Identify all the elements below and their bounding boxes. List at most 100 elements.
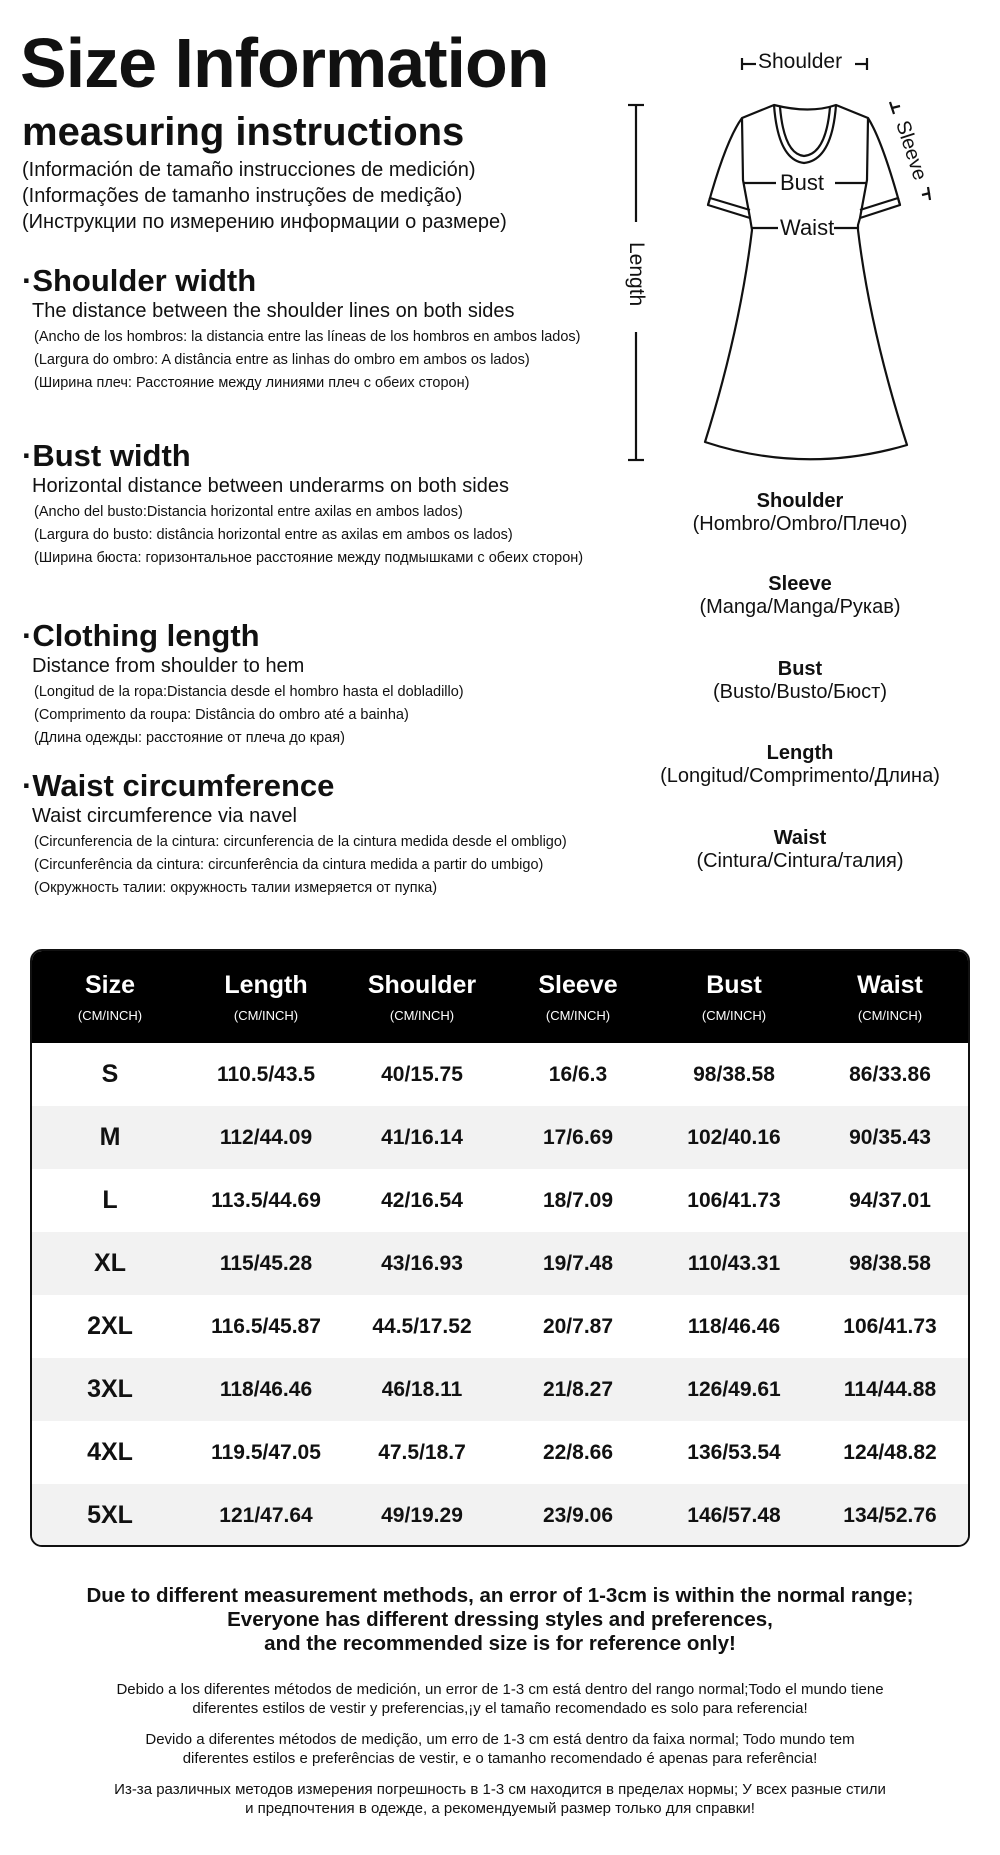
legend-translation: (Manga/Manga/Рукав) (699, 596, 901, 618)
section-heading: ·Bust width (22, 438, 191, 473)
dress-diagram: Shoulder Bust Waist Sleeve Length (600, 30, 950, 480)
diagram-label-bust: Bust (780, 170, 825, 195)
measurement-cell: 19/7.48 (542, 1251, 614, 1275)
measurement-cell: 136/53.54 (687, 1440, 781, 1464)
legend-name: Length (766, 742, 834, 764)
size-cell: L (102, 1186, 118, 1214)
measurement-cell: 134/52.76 (843, 1503, 937, 1527)
page-title: Size Information (20, 24, 549, 102)
legend-translation: (Longitud/Comprimento/Длина) (660, 765, 940, 787)
measurement-cell: 23/9.06 (542, 1503, 614, 1527)
column-header-unit: (CM/INCH) (857, 1008, 923, 1023)
section-translation: (Largura do ombro: A distância entre as … (34, 351, 530, 368)
table-row: S 110.5/43.5 40/15.75 16/6.3 98/38.58 86/33.8… (32, 1043, 968, 1106)
legend-name: Bust (777, 658, 823, 680)
measurement-cell: 113.5/44.69 (211, 1188, 321, 1212)
disclaimer-translation-es: diferentes estilos de vestir y preferenc… (192, 1700, 808, 1717)
measurement-cell: 17/6.69 (542, 1125, 614, 1149)
legend-translation: (Hombro/Ombro/Плечо) (692, 513, 908, 535)
section-translation: (Circunferência da cintura: circunferênc… (34, 856, 544, 873)
size-cell: S (101, 1060, 119, 1088)
section-translation: (Largura do busto: distância horizontal … (34, 526, 513, 543)
diagram-label-waist: Waist (780, 215, 835, 240)
legend-name: Shoulder (756, 490, 844, 512)
measurement-cell: 90/35.43 (849, 1125, 931, 1149)
disclaimer-translation-es: Debido a los diferentes métodos de medic… (116, 1681, 884, 1698)
column-header: Waist (CM/INCH) (812, 951, 968, 1043)
measurement-cell: 98/38.58 (849, 1251, 931, 1275)
legend-name: Sleeve (768, 573, 832, 595)
disclaimer-translation-ru: Из-за различных методов измерения погреш… (114, 1781, 886, 1798)
measurement-cell: 18/7.09 (542, 1188, 614, 1212)
table-row: 3XL 118/46.46 46/18.11 21/8.27 126/49.61 114/… (32, 1358, 968, 1421)
measurement-cell: 42/16.54 (381, 1188, 463, 1212)
measurement-cell: 118/46.46 (687, 1314, 781, 1338)
measurement-cell: 118/46.46 (219, 1377, 313, 1401)
size-cell: 2XL (87, 1312, 133, 1340)
column-header: Sleeve (CM/INCH) (500, 951, 656, 1043)
measurement-cell: 110.5/43.5 (216, 1062, 316, 1086)
column-header-label: Waist (857, 971, 923, 999)
column-header: Length (CM/INCH) (188, 951, 344, 1043)
measurement-cell: 114/44.88 (843, 1377, 937, 1401)
legend-item: Shoulder (Hombro/Ombro/Плечо) (620, 490, 980, 536)
table-row: 5XL 121/47.64 49/19.29 23/9.06 146/57.48 134/… (32, 1484, 968, 1545)
column-header-unit: (CM/INCH) (233, 1008, 299, 1023)
measurement-cell: 41/16.14 (381, 1125, 463, 1149)
legend-item: Waist (Cintura/Cintura/талия) (620, 827, 980, 873)
legend-item: Bust (Busto/Busto/Бюст) (620, 658, 980, 704)
measurement-cell: 94/37.01 (849, 1188, 931, 1212)
size-cell: 4XL (87, 1438, 133, 1466)
disclaimer-line: and the recommended size is for referenc… (264, 1632, 736, 1655)
section-description: The distance between the shoulder lines … (32, 299, 515, 322)
measurement-cell: 106/41.73 (687, 1188, 781, 1212)
disclaimer-translation-ru: и предпочтения в одежде, а рекомендуемый… (245, 1800, 755, 1817)
measurement-cell: 46/18.11 (381, 1377, 463, 1401)
measurement-cell: 112/44.09 (219, 1125, 313, 1149)
column-header: Shoulder (CM/INCH) (344, 951, 500, 1043)
table-header: Size (CM/INCH) Length (CM/INCH) Shoulder (CM/… (32, 951, 968, 1043)
column-header-unit: (CM/INCH) (77, 1008, 143, 1023)
measurement-cell: 121/47.64 (219, 1503, 313, 1527)
section-translation: (Ширина плеч: Расстояние между линиями п… (34, 375, 470, 392)
disclaimer-translation-pt: diferentes estilos e preferências de ves… (182, 1750, 818, 1767)
section-translation: (Comprimento da roupa: Distância do ombr… (34, 706, 409, 723)
column-header-unit: (CM/INCH) (389, 1008, 455, 1023)
subtitle-translation-pt: (Informações de tamanho instruções de me… (22, 185, 463, 207)
measurement-cell: 22/8.66 (542, 1440, 614, 1464)
measure-section: ·Waist circumference Waist circumference … (22, 769, 642, 904)
legend-item: Length (Longitud/Comprimento/Длина) (620, 742, 980, 788)
section-heading: ·Shoulder width (22, 263, 257, 298)
section-heading: ·Clothing length (22, 618, 260, 653)
legend-translation: (Busto/Busto/Бюст) (712, 681, 887, 703)
subtitle-translation-ru: (Инструкции по измерению информации о ра… (22, 211, 507, 233)
measurement-cell: 106/41.73 (843, 1314, 937, 1338)
column-header: Bust (CM/INCH) (656, 951, 812, 1043)
column-header-label: Sleeve (538, 971, 618, 999)
diagram-label-length: Length (625, 242, 648, 307)
table-row: 2XL 116.5/45.87 44.5/17.52 20/7.87 118/46.46… (32, 1295, 968, 1358)
table-row: XL 115/45.28 43/16.93 19/7.48 110/43.31 98/38… (32, 1232, 968, 1295)
measurement-cell: 124/48.82 (843, 1440, 937, 1464)
section-description: Distance from shoulder to hem (32, 654, 305, 677)
measurement-cell: 16/6.3 (548, 1062, 608, 1086)
section-translation: (Длина одежды: расстояние от плеча до кр… (34, 730, 345, 747)
section-translation: (Ancho de los hombros: la distancia entr… (34, 328, 581, 345)
column-header-label: Length (224, 971, 308, 999)
column-header-label: Bust (706, 971, 762, 999)
section-translation: (Ancho del busto:Distancia horizontal en… (34, 503, 463, 520)
measurement-cell: 20/7.87 (542, 1314, 614, 1338)
size-cell: M (99, 1123, 121, 1151)
measurement-cell: 110/43.31 (687, 1251, 781, 1275)
column-header-label: Shoulder (367, 971, 477, 999)
disclaimer-line: Everyone has different dressing styles a… (227, 1608, 773, 1631)
section-translation: (Longitud de la ropa:Distancia desde el … (34, 683, 464, 700)
column-header-label: Size (84, 971, 136, 999)
disclaimer-translation-pt: Devido a diferentes métodos de medição, … (145, 1731, 855, 1748)
page-subtitle: measuring instructions (22, 110, 465, 154)
measurement-cell: 126/49.61 (687, 1377, 781, 1401)
legend-name: Waist (773, 827, 827, 849)
table-row: M 112/44.09 41/16.14 17/6.69 102/40.16 90/35.… (32, 1106, 968, 1169)
diagram-label-shoulder: Shoulder (758, 50, 843, 73)
measure-section: ·Shoulder width The distance between the … (22, 263, 642, 399)
